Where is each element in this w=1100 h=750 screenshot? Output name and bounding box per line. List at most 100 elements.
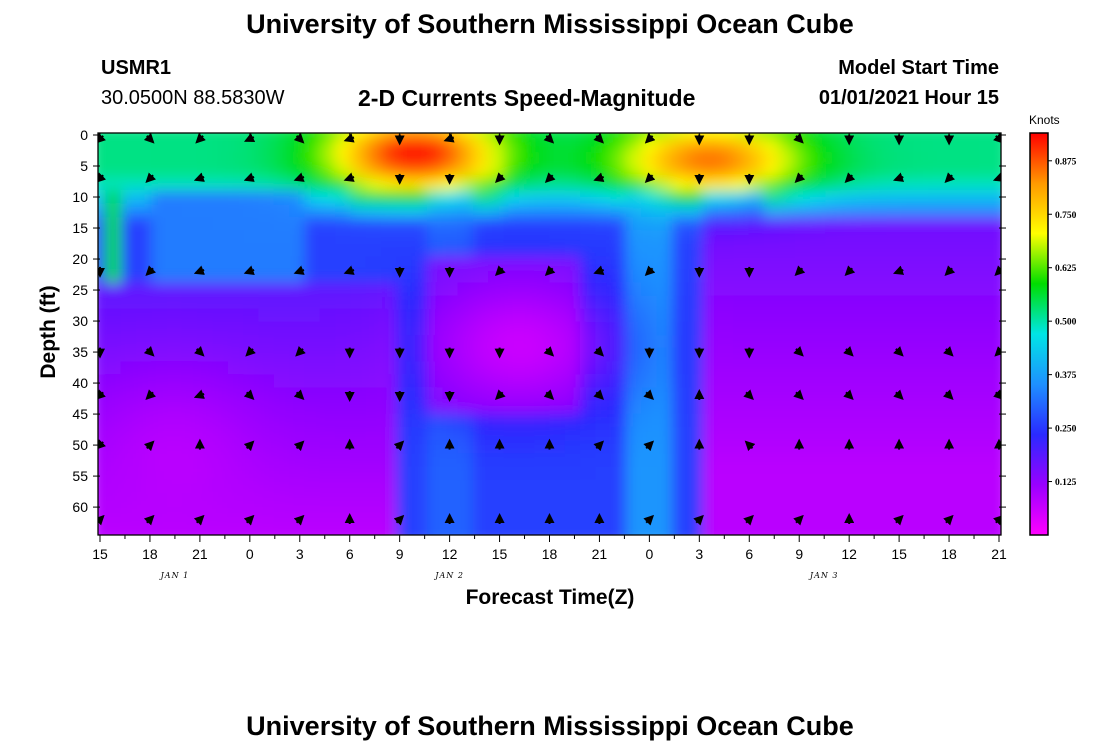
current-vector [993,514,1001,526]
current-vector [693,514,704,526]
x-tick-label: 0 [246,546,254,562]
x-tick-label: 3 [695,546,703,562]
current-vector [644,172,656,184]
x-tick-label: 21 [592,546,608,562]
current-vector [643,440,655,452]
y-tick-label: 40 [72,375,88,391]
chart-title: 2-D Currents Speed-Magnitude [358,85,696,111]
current-vector [98,514,105,526]
current-vector [494,389,506,401]
colorbar-units: Knots [1029,113,1060,127]
x-tick-label: 12 [442,546,458,562]
current-vector [593,440,605,452]
current-vector [943,346,954,357]
x-tick-label: 9 [396,546,404,562]
current-vector [193,346,205,357]
current-vector [193,389,205,399]
current-vector [844,172,856,184]
current-vector [293,440,305,452]
current-vector [293,514,305,526]
current-vector [743,514,754,526]
current-vector [744,440,756,452]
x-tick-label: 0 [645,546,653,562]
current-vector [943,514,954,526]
colorbar-tick-label: 0.625 [1055,264,1077,274]
current-vector [145,389,156,401]
x-tick-label: 3 [296,546,304,562]
current-vector [393,514,405,526]
current-vector [543,346,555,357]
heatmap-cells [98,133,1001,535]
current-vector [295,346,306,357]
current-vector [994,265,1001,277]
current-vector [893,265,905,275]
current-vector [143,346,155,357]
x-axis-label: Forecast Time(Z) [465,586,635,609]
station-coords: 30.0500N 88.5830W [101,87,285,109]
current-vector [544,172,556,184]
y-tick-label: 15 [72,220,88,236]
current-vector [245,346,256,357]
date-label: JAN 2 [433,571,464,580]
current-vector [593,172,605,182]
y-tick-label: 20 [72,251,88,267]
current-vector [644,265,656,277]
colorbar-gradient [1029,132,1049,536]
current-vector [343,265,355,275]
current-vector [893,389,904,401]
current-vector [793,389,804,401]
current-vector [193,514,205,526]
current-vector [793,346,804,357]
x-tick-label: 6 [346,546,354,562]
x-tick-label: 21 [991,546,1007,562]
current-vector [544,265,556,277]
x-tick-label: 21 [192,546,208,562]
x-tick-label: 9 [795,546,803,562]
current-vector [943,389,954,401]
current-vector [643,514,655,526]
current-vector [593,346,605,357]
current-vector [593,389,605,401]
current-vector [944,172,956,184]
station-id: USMR1 [101,57,172,79]
current-vector [793,514,804,526]
y-tick-label: 45 [72,406,88,422]
current-vector [243,265,255,275]
current-vector [243,514,255,526]
x-tick-label: 18 [542,546,558,562]
current-vector [494,172,506,184]
current-vector [794,265,806,277]
model-start-label: Model Start Time [838,57,999,79]
current-vector [944,265,956,277]
colorbar-tick-label: 0.500 [1055,318,1077,328]
current-vector [193,172,205,182]
current-vector [143,514,155,526]
x-tick-label: 18 [941,546,957,562]
current-vector [145,172,156,184]
current-vector [643,389,655,401]
y-tick-label: 30 [72,313,88,329]
current-vector [293,172,305,182]
model-start-value: 01/01/2021 Hour 15 [818,87,999,109]
current-vector [494,265,506,277]
colorbar-tick-label: 0.875 [1055,157,1077,167]
y-tick-label: 25 [72,282,88,298]
y-tick-label: 55 [72,468,88,484]
current-vector [243,172,255,182]
current-vector [243,389,255,401]
x-tick-label: 18 [142,546,158,562]
colorbar-tick-label: 0.375 [1055,371,1077,381]
y-tick-label: 50 [72,437,88,453]
current-vector [143,440,155,452]
date-label: JAN 1 [159,571,190,580]
current-vector [844,265,856,277]
current-vector [843,389,854,401]
current-vector [893,514,904,526]
current-vector [893,346,904,357]
current-vector [145,265,156,277]
current-vector [193,265,205,275]
current-vector [743,389,754,401]
colorbar-tick-label: 0.250 [1055,425,1077,435]
current-vector [843,346,854,357]
current-vector [98,172,106,184]
